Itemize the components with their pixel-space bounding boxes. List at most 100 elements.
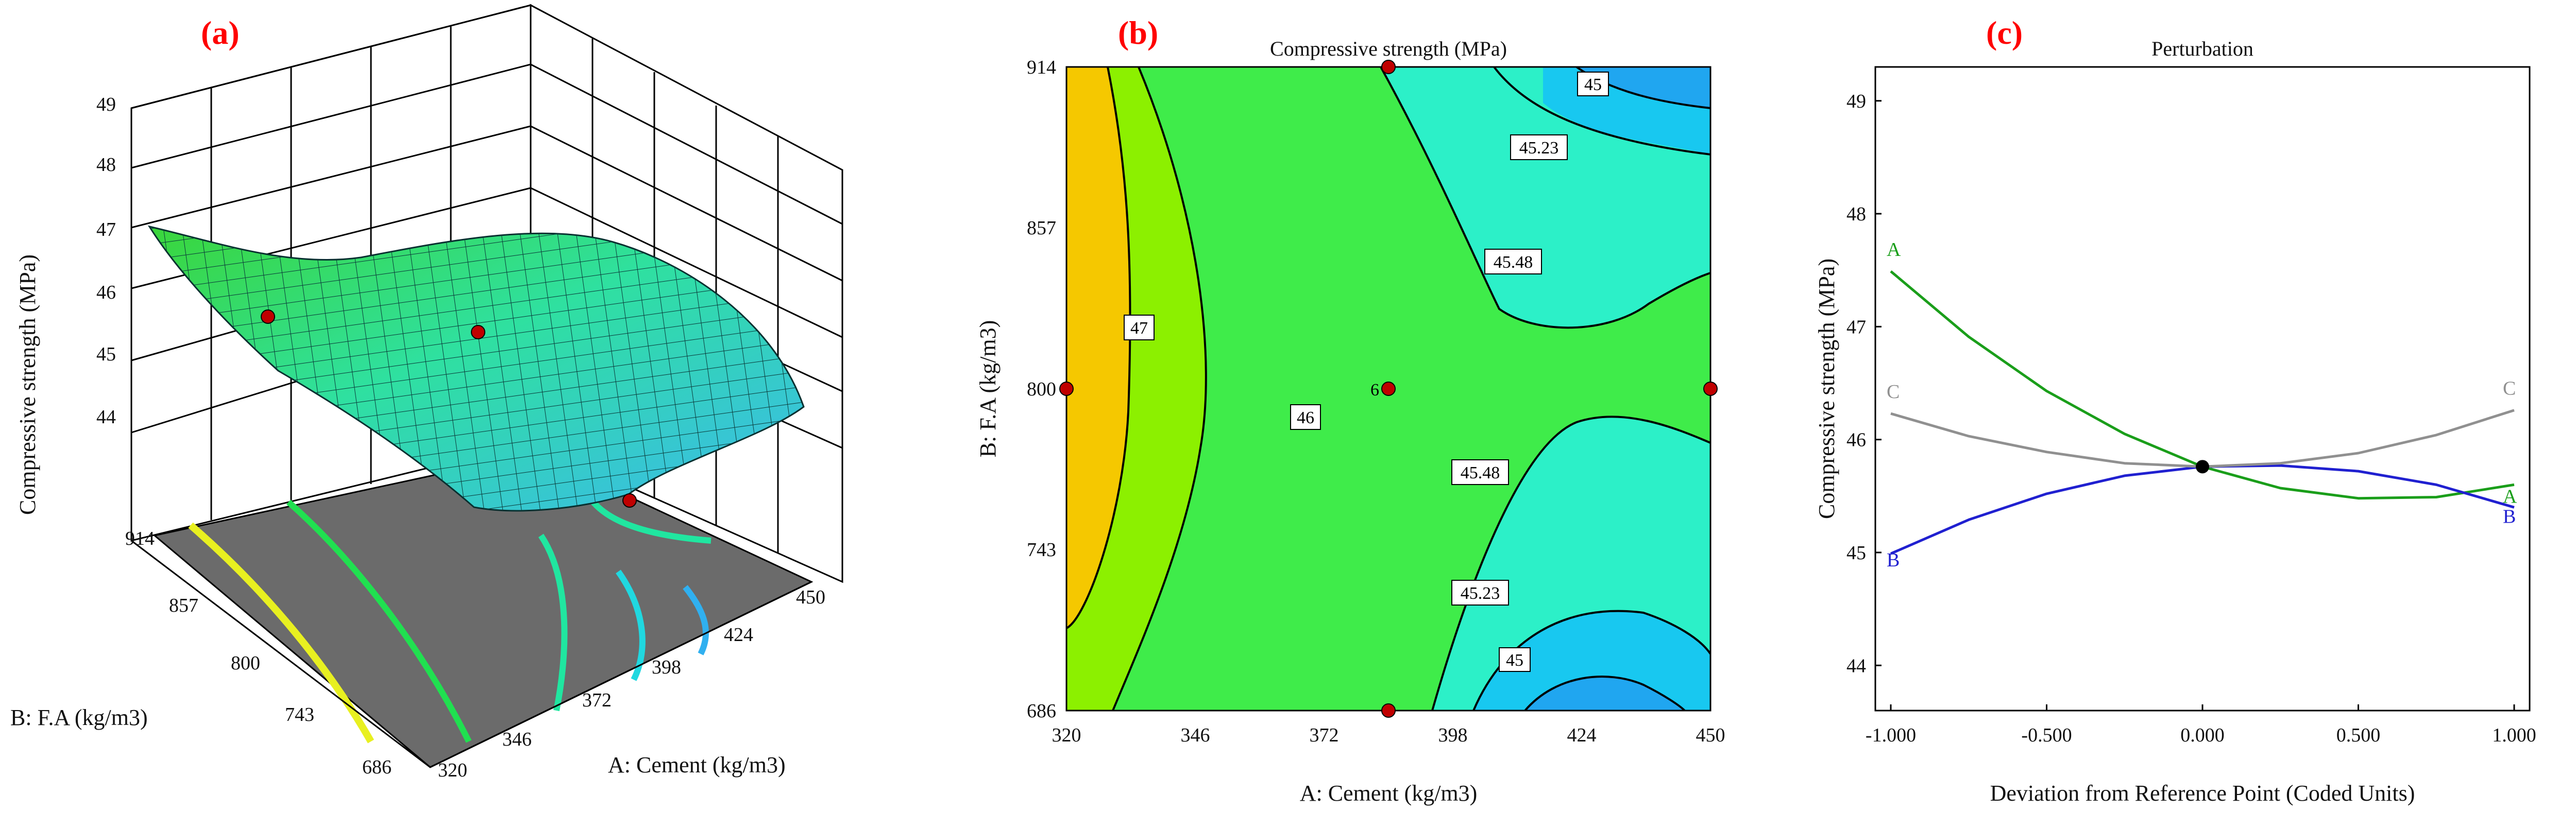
y-tick-label: 46 <box>1846 429 1866 451</box>
y-tick-label: 914 <box>1027 57 1056 78</box>
panel-a-design-point <box>622 493 637 508</box>
panel-a-x-ticks: 320 346 372 398 424 450 <box>438 586 825 781</box>
y-tick-label: 800 <box>1027 378 1056 400</box>
svg-text:46: 46 <box>1297 408 1314 427</box>
y-tick-label: 800 <box>231 652 260 674</box>
reference-point <box>2196 460 2209 474</box>
contour-line-45-23-upper <box>1493 67 1710 156</box>
x-tick-label: 372 <box>582 689 612 711</box>
series-label-a: A <box>2503 486 2517 507</box>
panel-a-y-label: B: F.A (kg/m3) <box>10 705 148 730</box>
svg-text:45.48: 45.48 <box>1461 463 1500 482</box>
panel-a-y-ticks: 914 857 800 743 686 <box>125 528 392 778</box>
panel-b-contour-plot: (b) Compressive strength (MPa) <box>975 14 1725 806</box>
floor-contour-46 <box>286 499 472 743</box>
panel-a-surface-plot: (a) <box>10 4 843 781</box>
panel-b-y-label: B: F.A (kg/m3) <box>975 320 1001 458</box>
z-tick-label: 49 <box>96 94 116 115</box>
contour-label: 45 <box>1499 647 1531 672</box>
z-tick-label: 46 <box>96 282 116 303</box>
series-label-c: C <box>2503 378 2516 400</box>
panel-b-title: Compressive strength (MPa) <box>1270 37 1507 60</box>
panel-b-letter: (b) <box>1118 14 1158 51</box>
panel-c-letter: (c) <box>1986 14 2023 51</box>
panel-a-x-label: A: Cement (kg/m3) <box>608 752 786 778</box>
panel-c-perturbation-plot: (c) Perturbation 44 45 46 47 48 49 -1.000 -0.5… <box>1814 14 2536 806</box>
x-tick-label: 0.500 <box>2336 724 2381 746</box>
design-point <box>1059 382 1074 396</box>
series-label-b: B <box>1887 549 1900 571</box>
contour-label: 45.48 <box>1484 249 1542 274</box>
y-tick-label: 743 <box>285 704 314 726</box>
x-tick-label: 450 <box>796 586 825 608</box>
x-tick-label: -0.500 <box>2021 724 2072 746</box>
z-tick-label: 48 <box>96 154 116 176</box>
svg-text:45: 45 <box>1506 651 1523 670</box>
y-tick-label: 857 <box>169 595 198 616</box>
contour-line-46 <box>1112 67 1207 711</box>
x-tick-label: 0.000 <box>2180 724 2225 746</box>
svg-text:47: 47 <box>1130 319 1148 338</box>
y-tick-label: 45 <box>1846 542 1866 564</box>
y-tick-label: 686 <box>362 756 392 778</box>
contour-label: 45.23 <box>1451 580 1509 606</box>
panel-a-letter: (a) <box>201 14 240 51</box>
panel-a-design-point <box>471 325 485 339</box>
y-tick-label: 857 <box>1027 217 1056 239</box>
series-label-a: A <box>1887 239 1901 261</box>
y-tick-label: 914 <box>125 528 155 549</box>
x-tick-label: 346 <box>502 729 532 750</box>
x-tick-label: 346 <box>1181 724 1210 746</box>
contour-line-47 <box>1066 67 1131 629</box>
x-tick-label: 424 <box>724 624 753 646</box>
design-point <box>1703 382 1718 396</box>
x-tick-label: 372 <box>1310 724 1339 746</box>
panel-c-x-label: Deviation from Reference Point (Coded Un… <box>1990 781 2415 806</box>
x-tick-label: 450 <box>1696 724 1725 746</box>
y-tick-label: 44 <box>1846 655 1866 677</box>
x-tick-label: 398 <box>1438 724 1468 746</box>
center-point-count: 6 <box>1370 381 1379 400</box>
floor-contour-47 <box>188 522 375 744</box>
panel-c-title: Perturbation <box>2151 37 2253 60</box>
y-tick-label: 686 <box>1027 700 1056 722</box>
panel-c-y-label: Compressive strength (MPa) <box>1814 258 1839 519</box>
panel-b-contour-labels: 47 46 45.48 45.48 45.23 45.23 45 45 <box>1124 72 1609 672</box>
panel-b-x-ticks: 320 346 372 398 424 450 <box>1052 724 1725 746</box>
contour-label: 45.23 <box>1510 134 1568 160</box>
contour-line-45-48-upper <box>1380 67 1710 329</box>
panel-a-z-label: Compressive strength (MPa) <box>15 254 40 515</box>
contour-line-45-lower <box>1524 676 1686 711</box>
panel-a-design-point <box>261 309 275 324</box>
svg-text:45.48: 45.48 <box>1494 253 1533 272</box>
panel-a-response-surface <box>147 225 805 512</box>
y-tick-label: 743 <box>1027 539 1056 561</box>
panel-c-plot-frame <box>1874 66 2531 712</box>
panel-b-y-ticks: 914 857 800 743 686 <box>1027 57 1056 722</box>
floor-contour-45-48-b <box>538 533 568 712</box>
svg-text:45.23: 45.23 <box>1461 584 1500 603</box>
x-tick-label: 424 <box>1567 724 1597 746</box>
panel-c-y-ticks: 44 45 46 47 48 49 <box>1846 91 1882 677</box>
panel-c-x-ticks: -1.000 -0.500 0.000 0.500 1.000 <box>1866 704 2536 746</box>
x-tick-label: -1.000 <box>1866 724 1916 746</box>
design-point <box>1381 703 1396 718</box>
z-tick-label: 45 <box>96 343 116 365</box>
design-point <box>1381 60 1396 74</box>
x-tick-label: 1.000 <box>2492 724 2536 746</box>
svg-text:45.23: 45.23 <box>1519 139 1559 158</box>
panel-b-x-label: A: Cement (kg/m3) <box>1300 781 1478 806</box>
contour-label: 45.48 <box>1451 459 1509 485</box>
panel-b-design-points: 6 <box>1059 60 1718 718</box>
panel-a-z-ticks: 49 48 47 46 45 44 <box>96 94 116 428</box>
floor-contour-45 <box>683 585 709 655</box>
y-tick-label: 49 <box>1846 91 1866 112</box>
panel-a-front-edges <box>130 108 843 768</box>
floor-contour-45-23 <box>616 569 646 681</box>
y-tick-label: 48 <box>1846 203 1866 225</box>
contour-label: 45 <box>1577 72 1609 96</box>
x-tick-label: 320 <box>1052 724 1081 746</box>
svg-text:45: 45 <box>1584 75 1602 94</box>
